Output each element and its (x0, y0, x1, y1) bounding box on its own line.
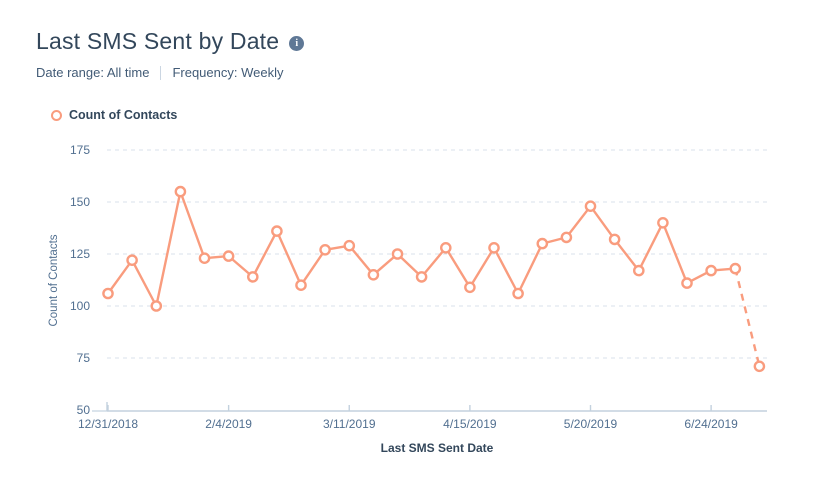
data-point[interactable] (681, 277, 693, 289)
filter-divider (160, 65, 162, 80)
page-title: Last SMS Sent by Date (36, 28, 280, 54)
data-point[interactable] (367, 268, 380, 281)
data-point[interactable] (512, 287, 524, 300)
data-point[interactable] (439, 241, 452, 254)
series-line-dashed-segment (734, 268, 761, 367)
y-axis-title: Count of Contacts (48, 234, 60, 326)
x-tick-label: 4/15/2019 (443, 417, 497, 431)
data-point[interactable] (633, 264, 645, 277)
data-point[interactable] (271, 225, 283, 237)
data-point[interactable] (343, 239, 356, 252)
data-point[interactable] (705, 264, 717, 277)
series-line (107, 190, 736, 308)
data-point[interactable] (391, 248, 404, 260)
y-tick-label: 100 (70, 299, 90, 313)
legend-label: Count of Contacts (69, 108, 178, 122)
x-tick-label: 5/20/2019 (564, 417, 618, 431)
data-point[interactable] (584, 200, 597, 212)
y-tick-label: 50 (77, 403, 91, 417)
legend-item-count-of-contacts[interactable]: Count of Contacts (51, 108, 177, 122)
x-tick-label: 12/31/2018 (78, 417, 138, 431)
data-point[interactable] (174, 185, 187, 198)
data-point[interactable] (657, 216, 669, 229)
legend-marker-icon (51, 109, 62, 121)
info-icon[interactable]: i (289, 35, 305, 51)
data-point[interactable] (729, 262, 742, 275)
data-point[interactable] (488, 241, 500, 254)
data-point[interactable] (222, 250, 235, 262)
x-axis-title: Last SMS Sent Date (381, 441, 494, 455)
y-tick-label: 125 (70, 247, 90, 261)
x-tick-label: 2/4/2019 (205, 417, 252, 431)
data-point[interactable] (464, 281, 476, 294)
date-range-label: Date range: All time (36, 65, 150, 80)
data-point[interactable] (415, 271, 428, 283)
report-header: Last SMS Sent by Date i Date range: All … (36, 28, 305, 80)
data-point[interactable] (150, 300, 163, 312)
data-point[interactable] (246, 271, 259, 283)
y-tick-label: 75 (77, 351, 91, 365)
data-point[interactable] (560, 231, 573, 244)
data-point[interactable] (295, 279, 307, 292)
frequency-label: Frequency: Weekly (172, 65, 284, 80)
y-tick-label: 150 (70, 195, 90, 209)
y-tick-label: 175 (70, 143, 90, 157)
x-tick-label: 3/11/2019 (323, 417, 376, 431)
data-point[interactable] (198, 252, 211, 265)
x-tick-label: 6/24/2019 (684, 417, 738, 431)
data-point[interactable] (126, 254, 138, 267)
data-point[interactable] (319, 243, 331, 256)
data-point[interactable] (608, 233, 621, 246)
report-filters: Date range: All time Frequency: Weekly (36, 65, 304, 80)
data-point[interactable] (102, 287, 114, 300)
data-point[interactable] (753, 360, 766, 373)
line-chart[interactable]: 50 75 100 125 150 175 Count of Contacts 12/31/2… (0, 130, 836, 490)
data-point[interactable] (536, 237, 549, 250)
